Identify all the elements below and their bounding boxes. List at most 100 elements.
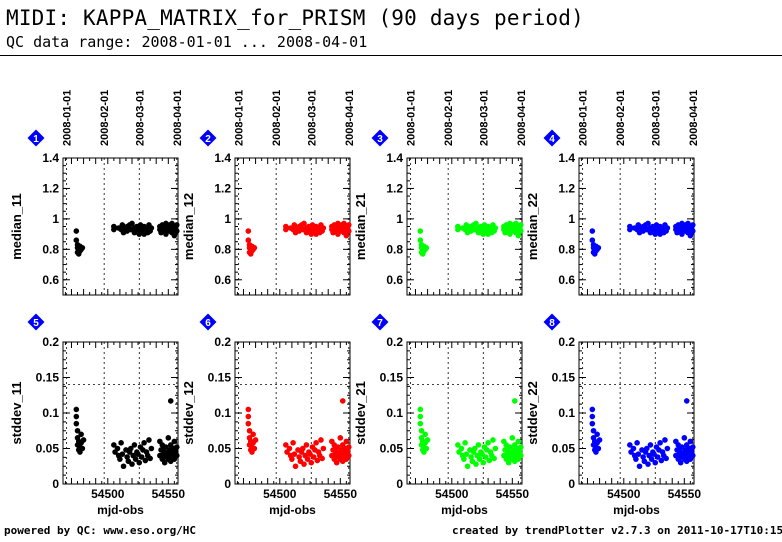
panel-marker-label: 8 xyxy=(549,318,555,329)
data-point xyxy=(689,444,696,450)
y-tick-label: 0.05 xyxy=(380,442,404,456)
data-point xyxy=(165,435,172,441)
panel-stddev_22: 0 0.05 0.1 0.15 0.2 54500 54550 mjd-obs stddev_2… xyxy=(525,313,702,517)
data-point xyxy=(687,232,694,239)
y-tick-label: 0.8 xyxy=(386,242,403,256)
data-point xyxy=(645,461,651,467)
data-point xyxy=(127,445,134,452)
data-point xyxy=(171,438,178,445)
panel-marker-label: 7 xyxy=(377,318,383,329)
y-tick-label: 1.4 xyxy=(558,151,575,165)
data-point xyxy=(492,225,499,231)
y-tick-label: 0 xyxy=(568,477,575,491)
data-point xyxy=(339,398,346,404)
data-point xyxy=(517,228,524,234)
y-tick-label: 1.2 xyxy=(42,181,59,195)
footer-created-by: created by trendPlotter v2.7.3 on 2011-1… xyxy=(452,524,782,537)
data-point xyxy=(657,440,663,446)
data-point xyxy=(301,220,307,227)
data-point xyxy=(423,445,430,452)
x-tick-label: 54500 xyxy=(263,487,297,501)
y-tick-label: 1.2 xyxy=(214,181,231,195)
data-point xyxy=(455,442,461,448)
report-title: MIDI: KAPPA_MATRIX_for_PRISM (90 days pe… xyxy=(6,6,584,30)
plot-frame xyxy=(578,341,695,485)
data-point xyxy=(314,457,321,464)
data-point xyxy=(417,413,424,420)
data-point xyxy=(250,431,256,438)
data-point xyxy=(417,420,424,427)
date-tick-label: 2008-02-01 xyxy=(271,90,283,146)
y-axis-label: median_12 xyxy=(181,193,196,260)
data-point xyxy=(132,456,139,462)
data-point xyxy=(79,445,86,452)
data-point xyxy=(636,463,643,470)
data-point xyxy=(345,452,352,459)
data-point xyxy=(689,228,696,234)
data-point xyxy=(677,459,684,466)
data-point xyxy=(652,459,659,466)
y-tick-label: 0.2 xyxy=(386,335,403,349)
y-tick-label: 0.8 xyxy=(558,242,575,256)
data-point xyxy=(689,452,696,459)
data-point xyxy=(78,431,84,438)
data-point xyxy=(345,444,352,450)
data-point xyxy=(683,398,690,404)
data-point xyxy=(290,440,296,446)
date-tick-label: 2008-02-01 xyxy=(615,90,627,146)
data-point xyxy=(643,445,650,452)
data-point xyxy=(654,454,661,460)
x-tick-label: 54550 xyxy=(668,487,702,501)
data-point xyxy=(245,228,252,234)
data-point xyxy=(343,232,350,239)
y-tick-label: 0.1 xyxy=(42,406,59,420)
data-point xyxy=(589,406,596,413)
data-point xyxy=(511,398,518,404)
y-tick-label: 0 xyxy=(224,477,231,491)
data-point xyxy=(589,413,596,420)
data-point xyxy=(515,438,522,445)
y-tick-label: 1.4 xyxy=(386,151,403,165)
data-point xyxy=(296,454,302,460)
y-tick-label: 1.4 xyxy=(42,151,59,165)
y-tick-label: 0.15 xyxy=(380,371,404,385)
panel-stddev_21: 0 0.05 0.1 0.15 0.2 54500 54550 mjd-obs stddev_2… xyxy=(353,313,529,517)
data-point xyxy=(589,228,596,234)
x-tick-label: 54500 xyxy=(91,487,125,501)
data-point xyxy=(473,461,479,467)
y-tick-label: 0.6 xyxy=(42,273,59,287)
date-tick-label: 2008-01-01 xyxy=(578,90,590,146)
panel-marker-label: 4 xyxy=(549,134,555,145)
data-point xyxy=(647,442,654,448)
data-point xyxy=(245,413,252,420)
data-point xyxy=(633,456,639,462)
report-subtitle: QC data range: 2008-01-01 ... 2008-04-01 xyxy=(6,33,368,51)
data-point xyxy=(303,442,310,448)
data-point xyxy=(136,459,143,466)
data-point xyxy=(418,427,425,434)
data-point xyxy=(291,451,298,457)
data-point xyxy=(173,452,180,459)
data-point xyxy=(251,445,258,452)
data-point xyxy=(417,237,424,243)
data-point xyxy=(246,427,253,434)
data-point xyxy=(595,245,602,251)
date-tick-label: 2008-03-01 xyxy=(134,90,146,146)
data-point xyxy=(461,456,467,462)
data-point xyxy=(119,451,126,457)
data-point xyxy=(318,437,324,443)
data-point xyxy=(664,445,671,452)
data-point xyxy=(79,245,86,251)
panel-marker-label: 6 xyxy=(205,318,211,329)
data-point xyxy=(148,225,155,231)
data-point xyxy=(424,437,431,443)
data-point xyxy=(146,437,152,443)
y-tick-label: 0.15 xyxy=(552,371,576,385)
x-tick-label: 54550 xyxy=(152,487,186,501)
date-tick-label: 2008-03-01 xyxy=(478,90,490,146)
data-point xyxy=(141,440,147,446)
panel-marker-label: 2 xyxy=(205,134,211,145)
